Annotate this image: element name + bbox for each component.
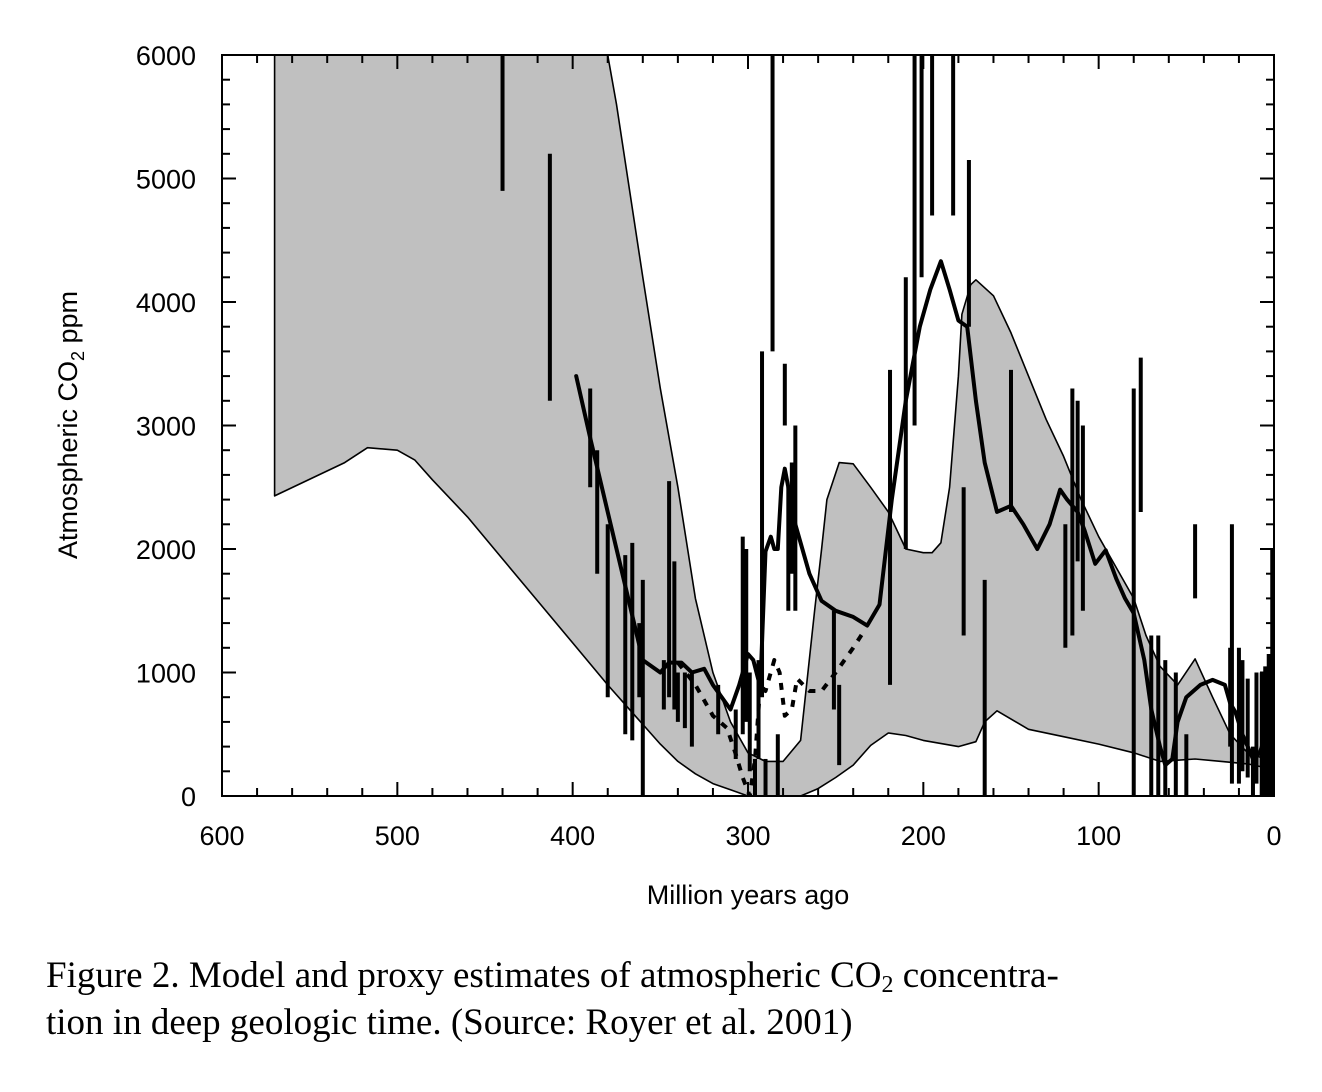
co2-chart: 600 500 400 300 200 100 0 01000200030004000500… [53, 41, 1282, 910]
caption-line2: tion in deep geologic time. (Source: Roy… [46, 1002, 853, 1043]
y-tick-label-4000: 4000 [136, 288, 196, 318]
y-axis-title: Atmospheric CO2 ppm [53, 291, 88, 559]
caption-line1-main: Figure 2. Model and proxy estimates of a… [46, 955, 882, 996]
y-tick-label-1000: 1000 [136, 659, 196, 689]
y-axis-title-subscript: 2 [68, 351, 88, 361]
caption-line1-end: concentra- [893, 955, 1059, 996]
series-layer [574, 259, 1274, 796]
x-tick-label-100: 100 [1076, 821, 1121, 851]
y-tick-label-0: 0 [181, 782, 196, 812]
y-tick-label-5000: 5000 [136, 165, 196, 195]
y-tick-label-3000: 3000 [136, 412, 196, 442]
x-tick-label-400: 400 [550, 821, 595, 851]
figure-caption: Figure 2. Model and proxy estimates of a… [46, 952, 1286, 1046]
y-axis-title-unit: ppm [53, 291, 83, 351]
x-tick-label-200: 200 [901, 821, 946, 851]
y-axis-title-main: Atmospheric CO [53, 361, 83, 559]
x-tick-label-300: 300 [725, 821, 770, 851]
x-tick-label-0: 0 [1266, 821, 1281, 851]
x-tick-label-500: 500 [375, 821, 420, 851]
proxy-bars-layer [500, 55, 1274, 796]
series-line-dashed-1 [676, 633, 864, 796]
caption-line1-subscript: 2 [881, 972, 894, 998]
plot-frame [221, 54, 1275, 797]
x-axis-title: Million years ago [647, 880, 850, 910]
y-tick-labels: 0 1000 2000 3000 4000 5000 6000 [136, 41, 196, 812]
x-tick-labels: 600 500 400 300 200 100 0 [199, 821, 1281, 851]
y-tick-label-6000: 6000 [136, 41, 196, 71]
x-tick-label-600: 600 [199, 821, 244, 851]
y-tick-label-2000: 2000 [136, 535, 196, 565]
ticks-layer [221, 54, 1275, 797]
caption-line1: Figure 2. Model and proxy estimates of a… [46, 955, 1059, 998]
series-line-solid-0 [574, 259, 1274, 768]
